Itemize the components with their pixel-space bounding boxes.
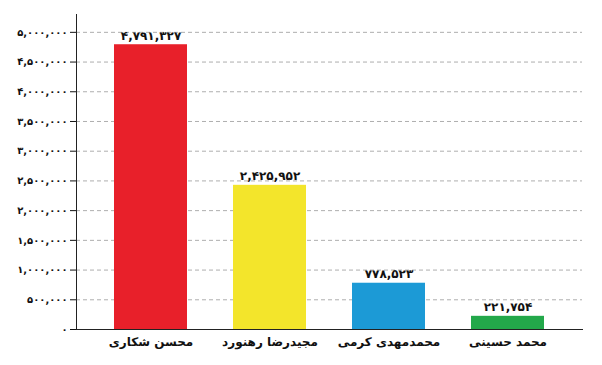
svg-text:۴,۵۰۰,۰۰۰: ۴,۵۰۰,۰۰۰ [17,56,67,67]
svg-text:۵,۰۰۰,۰۰۰: ۵,۰۰۰,۰۰۰ [17,27,67,38]
svg-text:۲,۰۰۰,۰۰۰: ۲,۰۰۰,۰۰۰ [17,205,67,216]
svg-text:محمد حسینی: محمد حسینی [469,335,547,349]
svg-text:محمدمهدی کرمی: محمدمهدی کرمی [338,335,441,349]
svg-text:۴,۰۰۰,۰۰۰: ۴,۰۰۰,۰۰۰ [17,86,67,97]
svg-text:۴,۷۹۱,۳۲۷: ۴,۷۹۱,۳۲۷ [121,29,182,43]
svg-text:۱,۵۰۰,۰۰۰: ۱,۵۰۰,۰۰۰ [17,235,67,246]
svg-text:۰: ۰ [61,324,67,335]
svg-text:۵۰۰,۰۰۰: ۵۰۰,۰۰۰ [27,294,67,305]
svg-text:۲,۴۲۵,۹۵۲: ۲,۴۲۵,۹۵۲ [240,169,301,183]
svg-text:۲۲۱,۷۵۴: ۲۲۱,۷۵۴ [484,300,533,314]
svg-text:۷۷۸,۵۲۳: ۷۷۸,۵۲۳ [365,267,414,281]
svg-text:مجیدرضا رهنورد: مجیدرضا رهنورد [222,335,318,350]
svg-text:محسن شکاری: محسن شکاری [109,335,193,349]
svg-text:۳,۰۰۰,۰۰۰: ۳,۰۰۰,۰۰۰ [17,145,67,156]
svg-text:۲,۵۰۰,۰۰۰: ۲,۵۰۰,۰۰۰ [17,175,67,186]
svg-text:۱,۰۰۰,۰۰۰: ۱,۰۰۰,۰۰۰ [17,264,67,275]
svg-text:۳,۵۰۰,۰۰۰: ۳,۵۰۰,۰۰۰ [17,116,67,127]
